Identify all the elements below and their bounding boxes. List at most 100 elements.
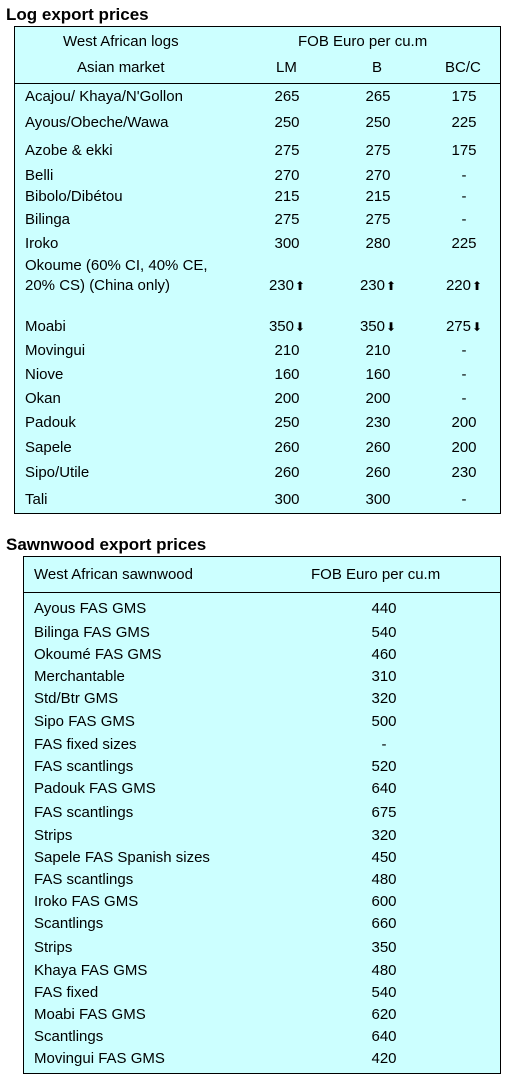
log-table-row: Tali 300 300 - <box>15 490 500 512</box>
log-table-row: Acajou/ Khaya/N'Gollon 265 265 175 <box>15 87 500 109</box>
log-price-b: 265 <box>348 87 408 107</box>
log-price-lm: 210 <box>257 341 317 361</box>
trend-down-arrow-icon: ⬇ <box>294 320 306 334</box>
log-price-value: 350 <box>359 318 385 335</box>
log-price-bcc: 275⬇ <box>434 317 494 337</box>
log-table-row: Moabi 350⬇ 350⬇ 275⬇ <box>15 317 500 339</box>
trend-up-arrow-icon: ⬆ <box>385 279 397 293</box>
sawnwood-price: 640 <box>371 1028 397 1045</box>
log-price-value: 300 <box>274 491 300 508</box>
sawnwood-price: 350 <box>371 939 397 956</box>
log-species-name: Belli <box>25 167 54 184</box>
log-price-value: 300 <box>274 235 300 252</box>
log-price-value: 275 <box>274 211 300 228</box>
log-price-value: 265 <box>365 88 391 105</box>
log-price-value: 200 <box>365 390 391 407</box>
sawnwood-price-header: FOB Euro per cu.m <box>311 566 441 583</box>
log-species-name: Azobe & ekki <box>25 142 113 159</box>
log-price-b: 210 <box>348 341 408 361</box>
trend-up-arrow-icon: ⬆ <box>471 279 483 293</box>
log-price-value: 260 <box>274 464 300 481</box>
sawnwood-price: 640 <box>371 780 397 797</box>
log-price-value: 275 <box>274 142 300 159</box>
sawnwood-price: 320 <box>371 690 397 707</box>
sawnwood-price: 600 <box>371 893 397 910</box>
sawnwood-product-name: Scantlings <box>34 1028 104 1045</box>
log-price-value: 160 <box>274 366 300 383</box>
sawnwood-product-name: FAS scantlings <box>34 804 134 821</box>
log-price-lm: 270 <box>257 166 317 186</box>
sawnwood-price: 620 <box>371 1006 397 1023</box>
log-price-b: 260 <box>348 463 408 483</box>
log-price-bcc: 225 <box>434 234 494 254</box>
log-col-b-header: B <box>372 59 383 76</box>
sawnwood-product-name: Moabi FAS GMS <box>34 1006 146 1023</box>
log-price-lm: 230⬆ <box>257 276 317 296</box>
sawnwood-col-species-header: West African sawnwood <box>34 566 193 583</box>
log-price-header: FOB Euro per cu.m <box>298 33 428 50</box>
log-species-name: Bilinga <box>25 211 71 228</box>
log-price-value: 265 <box>274 88 300 105</box>
sawnwood-product-name: Bilinga FAS GMS <box>34 624 150 641</box>
log-table-row: Sipo/Utile 260 260 230 <box>15 463 500 485</box>
log-table-row: Okan 200 200 - <box>15 389 500 411</box>
log-price-b: 160 <box>348 365 408 385</box>
log-price-value: 230 <box>365 414 391 431</box>
sawnwood-product-name: Std/Btr GMS <box>34 690 119 707</box>
sawnwood-product-name: Strips <box>34 939 73 956</box>
log-col-species-header: West African logs <box>63 33 179 50</box>
log-price-value: 225 <box>451 235 477 252</box>
log-price-value: - <box>461 167 467 184</box>
log-price-value: 230 <box>451 464 477 481</box>
log-table-row: Azobe & ekki 275 275 175 <box>15 141 500 163</box>
log-price-lm: 300 <box>257 234 317 254</box>
log-price-value: 200 <box>274 390 300 407</box>
sawnwood-price: 310 <box>371 668 397 685</box>
log-price-bcc: 200 <box>434 413 494 433</box>
log-price-lm: 260 <box>257 438 317 458</box>
log-price-lm: 250 <box>257 113 317 133</box>
log-price-value: 270 <box>274 167 300 184</box>
log-price-lm: 265 <box>257 87 317 107</box>
log-price-value: 260 <box>365 464 391 481</box>
sawnwood-product-name: Khaya FAS GMS <box>34 962 148 979</box>
log-price-b: 300 <box>348 490 408 510</box>
sawnwood-product-name: Padouk FAS GMS <box>34 780 156 797</box>
sawnwood-product-name: Movingui FAS GMS <box>34 1050 165 1067</box>
log-price-value: - <box>461 491 467 508</box>
sawnwood-table-header: West African sawnwood FOB Euro per cu.m <box>24 557 500 593</box>
sawnwood-price-table: West African sawnwood FOB Euro per cu.m … <box>23 556 501 1074</box>
log-species-name: Okoume (60% CI, 40% CE, 20% CS) (China o… <box>25 257 208 294</box>
sawnwood-price: 320 <box>371 827 397 844</box>
log-price-value: - <box>461 366 467 383</box>
sawnwood-product-name: FAS scantlings <box>34 871 134 888</box>
log-price-value: 280 <box>365 235 391 252</box>
log-price-value: 200 <box>451 414 477 431</box>
sawnwood-product-name: Sipo FAS GMS <box>34 713 135 730</box>
log-price-lm: 275 <box>257 210 317 230</box>
log-price-bcc: - <box>434 490 494 510</box>
log-table-row: Ayous/Obeche/Wawa 250 250 225 <box>15 113 500 135</box>
log-price-value: - <box>461 390 467 407</box>
log-price-lm: 250 <box>257 413 317 433</box>
log-price-b: 200 <box>348 389 408 409</box>
sawnwood-product-name: FAS scantlings <box>34 758 134 775</box>
log-table-header: West African logs Asian market FOB Euro … <box>15 27 500 84</box>
log-price-value: 275 <box>365 211 391 228</box>
log-price-bcc: 175 <box>434 141 494 161</box>
log-price-value: 250 <box>274 414 300 431</box>
sawnwood-price: 480 <box>371 962 397 979</box>
log-col-lm-header: LM <box>276 59 297 76</box>
sawnwood-product-name: Iroko FAS GMS <box>34 893 139 910</box>
log-price-b: 275 <box>348 210 408 230</box>
log-price-bcc: - <box>434 341 494 361</box>
sawnwood-export-title: Sawnwood export prices <box>6 535 207 554</box>
log-price-value: 230 <box>359 277 385 294</box>
log-table-row: Padouk 250 230 200 <box>15 413 500 435</box>
log-price-value: - <box>461 211 467 228</box>
log-price-lm: 300 <box>257 490 317 510</box>
sawnwood-price: 440 <box>371 600 397 617</box>
log-price-value: 215 <box>274 188 300 205</box>
sawnwood-price: 675 <box>371 804 397 821</box>
sawnwood-price: - <box>381 736 387 753</box>
